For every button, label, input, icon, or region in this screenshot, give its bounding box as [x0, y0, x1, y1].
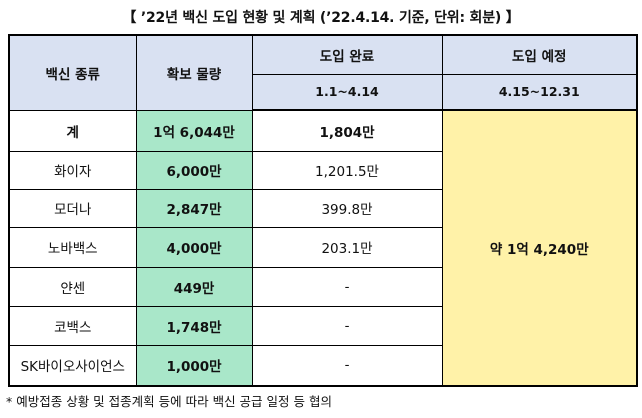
header-row-bottom: 1.1~4.14 4.15~12.31	[9, 73, 638, 111]
row-secured: 6,000만	[135, 150, 253, 190]
table-row: 모더나 2,847만 399.8만	[8, 188, 637, 228]
row-name: SK바이오사이언스	[8, 344, 137, 387]
header-planned: 도입 예정	[441, 34, 638, 75]
table-row: 얀센 449만 -	[8, 266, 637, 307]
row-name: 계	[8, 109, 137, 152]
header-introduced-period: 1.1~4.14	[251, 73, 443, 111]
row-name: 얀센	[8, 266, 137, 307]
row-name: 코백스	[8, 305, 137, 346]
row-secured: 2,847만	[135, 188, 253, 228]
row-introduced: -	[251, 266, 443, 307]
table-row-total: 계 1억 6,044만 1,804만 약 1억 4,240만	[8, 109, 638, 387]
row-introduced: 399.8만	[251, 188, 443, 228]
row-introduced: 1,201.5만	[251, 150, 443, 190]
row-name: 화이자	[8, 150, 137, 190]
row-introduced: -	[251, 344, 443, 387]
header-row-top: 백신 종류 확보 물량 도입 완료 도입 예정	[8, 34, 638, 111]
row-name: 노바백스	[8, 226, 137, 268]
table-row: 코백스 1,748만 -	[8, 305, 637, 346]
row-secured: 1억 6,044만	[135, 109, 253, 152]
row-introduced: 203.1만	[251, 226, 443, 268]
footnote: * 예방접종 상황 및 접종계획 등에 따라 백신 공급 일정 등 협의	[6, 394, 332, 409]
row-secured: 449만	[135, 266, 253, 307]
header-secured-amount: 확보 물량	[135, 34, 253, 111]
planned-total: 약 1억 4,240만	[441, 109, 638, 387]
page-title: 【 ’22년 백신 도입 현황 및 계획 (’22.4.14. 기준, 단위: …	[122, 10, 520, 26]
row-introduced: 1,804만	[251, 109, 443, 152]
table-row: SK바이오사이언스 1,000만 -	[8, 344, 637, 387]
vaccine-table: 백신 종류 확보 물량 도입 완료 도입 예정 1.1~4.14 4.15~12…	[8, 34, 638, 387]
row-secured: 1,000만	[135, 344, 253, 387]
row-secured: 1,748만	[135, 305, 253, 346]
header-planned-period: 4.15~12.31	[441, 73, 638, 111]
table-row: 화이자 6,000만 1,201.5만	[8, 150, 637, 190]
row-introduced: -	[251, 305, 443, 346]
header-vaccine-type: 백신 종류	[8, 34, 137, 111]
header-introduced: 도입 완료	[251, 34, 443, 75]
table-row: 노바백스 4,000만 203.1만	[8, 226, 637, 268]
row-secured: 4,000만	[135, 226, 253, 268]
row-name: 모더나	[8, 188, 137, 228]
